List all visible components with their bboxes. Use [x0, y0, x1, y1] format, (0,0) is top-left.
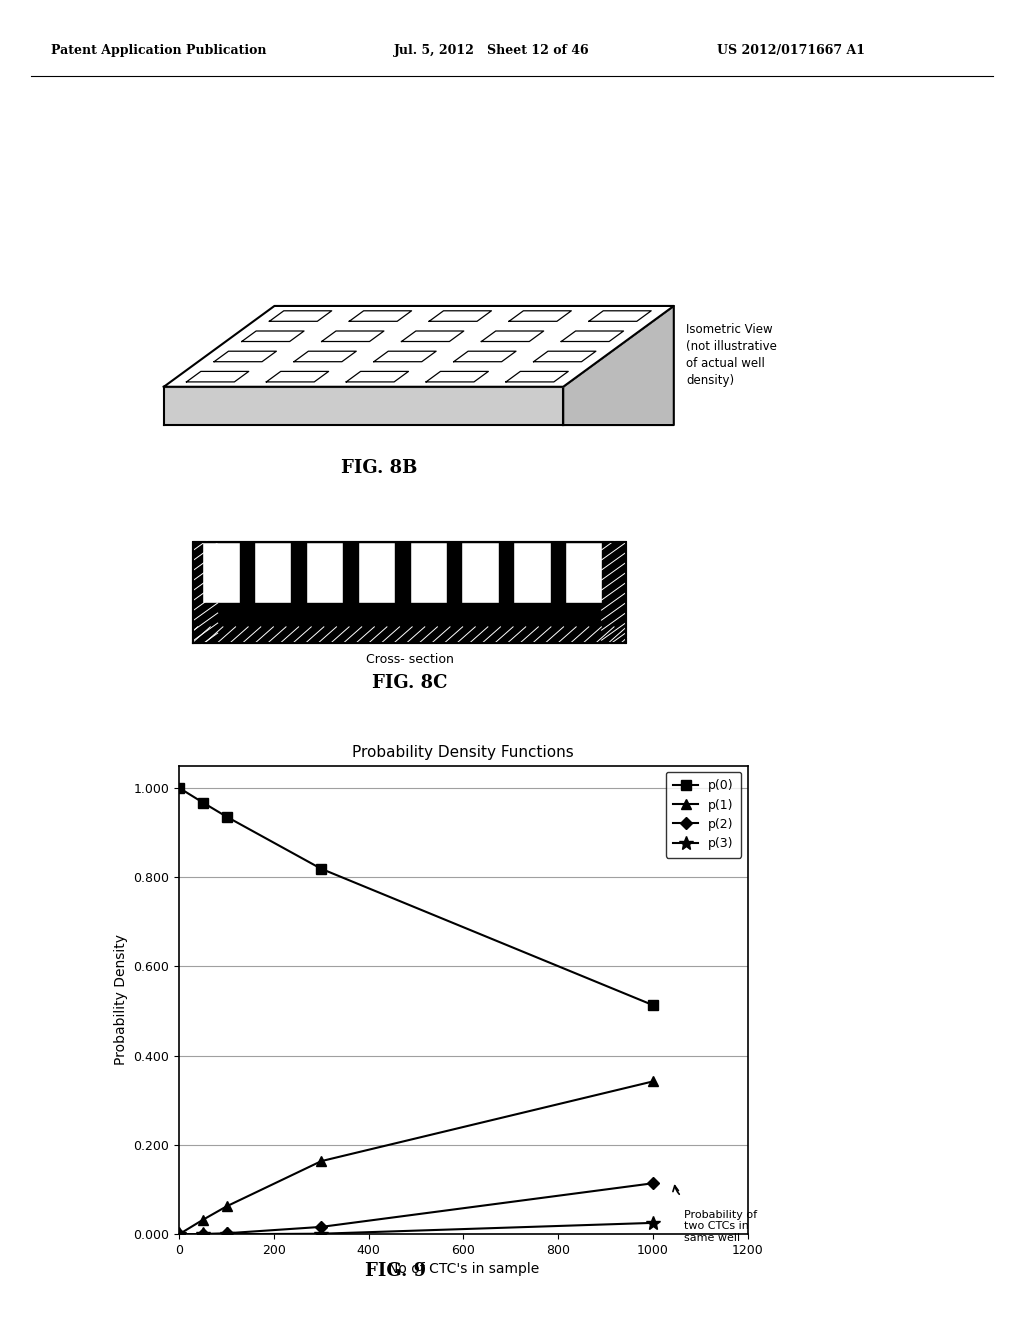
Polygon shape [454, 351, 516, 362]
Bar [357, 543, 395, 602]
Text: Patent Application Publication: Patent Application Publication [51, 45, 266, 57]
p(2) [220, 1225, 232, 1241]
Polygon shape [269, 310, 332, 321]
Polygon shape [266, 371, 329, 381]
Bar [203, 543, 240, 602]
p(3) [647, 1214, 659, 1230]
Polygon shape [214, 351, 276, 362]
p(0) [647, 997, 659, 1012]
X-axis label: No of CTC's in sample: No of CTC's in sample [388, 1262, 539, 1276]
p(0) [197, 795, 209, 810]
Polygon shape [164, 387, 563, 425]
Polygon shape [346, 371, 409, 381]
Y-axis label: Probability Density: Probability Density [114, 935, 128, 1065]
Bar [601, 543, 626, 643]
p(3) [197, 1226, 209, 1242]
Polygon shape [186, 371, 249, 381]
p(3) [220, 1226, 232, 1242]
Text: FIG. 8B: FIG. 8B [341, 458, 417, 477]
Text: FIG. 9: FIG. 9 [365, 1262, 426, 1279]
Bar [410, 543, 446, 602]
Line: p(1): p(1) [174, 1077, 657, 1239]
p(3) [173, 1226, 185, 1242]
Text: US 2012/0171667 A1: US 2012/0171667 A1 [717, 45, 865, 57]
p(0) [220, 809, 232, 825]
Legend: p(0), p(1), p(2), p(3): p(0), p(1), p(2), p(3) [666, 772, 741, 858]
Bar [194, 543, 218, 643]
Polygon shape [534, 351, 596, 362]
Polygon shape [374, 351, 436, 362]
Polygon shape [563, 306, 674, 425]
Bar [254, 543, 292, 602]
Polygon shape [164, 306, 674, 387]
p(1) [220, 1199, 232, 1214]
p(2) [173, 1226, 185, 1242]
Bar [194, 543, 626, 643]
Polygon shape [561, 331, 624, 342]
Polygon shape [509, 310, 571, 321]
Polygon shape [322, 331, 384, 342]
Polygon shape [401, 331, 464, 342]
p(3) [315, 1226, 328, 1242]
Bar [306, 543, 343, 602]
Line: p(2): p(2) [175, 1179, 657, 1238]
p(2) [197, 1226, 209, 1242]
p(1) [647, 1073, 659, 1089]
Polygon shape [429, 310, 492, 321]
Polygon shape [426, 371, 488, 381]
Text: FIG. 8C: FIG. 8C [372, 675, 447, 692]
Polygon shape [349, 310, 412, 321]
p(2) [315, 1218, 328, 1234]
p(0) [315, 861, 328, 876]
Polygon shape [506, 371, 568, 381]
Line: p(0): p(0) [174, 783, 657, 1010]
Text: Cross- section: Cross- section [366, 653, 454, 667]
p(2) [647, 1175, 659, 1191]
p(1) [173, 1226, 185, 1242]
Text: Isometric View
(not illustrative
of actual well
density): Isometric View (not illustrative of actu… [686, 323, 777, 387]
Polygon shape [563, 306, 674, 425]
p(1) [315, 1154, 328, 1170]
Polygon shape [294, 351, 356, 362]
Text: Probability of
two CTCs in
same well: Probability of two CTCs in same well [684, 1209, 757, 1243]
Text: Jul. 5, 2012   Sheet 12 of 46: Jul. 5, 2012 Sheet 12 of 46 [394, 45, 590, 57]
Polygon shape [481, 331, 544, 342]
Title: Probability Density Functions: Probability Density Functions [352, 746, 574, 760]
Bar [513, 543, 551, 602]
Polygon shape [589, 310, 651, 321]
Bar [462, 543, 499, 602]
Bar [194, 627, 626, 643]
Line: p(3): p(3) [172, 1216, 659, 1241]
p(1) [197, 1212, 209, 1228]
Polygon shape [242, 331, 304, 342]
Bar [565, 543, 602, 602]
p(0) [173, 780, 185, 796]
